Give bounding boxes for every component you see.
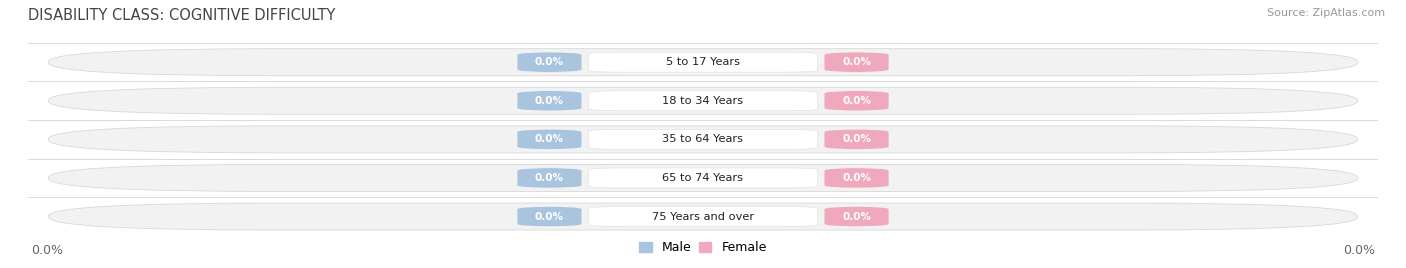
FancyBboxPatch shape (48, 49, 1358, 76)
FancyBboxPatch shape (824, 207, 889, 226)
FancyBboxPatch shape (824, 129, 889, 149)
Text: 0.0%: 0.0% (534, 57, 564, 67)
FancyBboxPatch shape (517, 129, 582, 149)
Text: 0.0%: 0.0% (534, 134, 564, 144)
FancyBboxPatch shape (588, 168, 818, 188)
Text: DISABILITY CLASS: COGNITIVE DIFFICULTY: DISABILITY CLASS: COGNITIVE DIFFICULTY (28, 8, 336, 23)
FancyBboxPatch shape (824, 168, 889, 188)
Text: 5 to 17 Years: 5 to 17 Years (666, 57, 740, 67)
FancyBboxPatch shape (48, 203, 1358, 230)
FancyBboxPatch shape (588, 91, 818, 111)
FancyBboxPatch shape (48, 87, 1358, 114)
FancyBboxPatch shape (48, 165, 1358, 191)
Text: 35 to 64 Years: 35 to 64 Years (662, 134, 744, 144)
Text: 0.0%: 0.0% (842, 134, 872, 144)
FancyBboxPatch shape (517, 91, 582, 111)
Text: 0.0%: 0.0% (842, 57, 872, 67)
Text: 0.0%: 0.0% (534, 173, 564, 183)
Text: 0.0%: 0.0% (842, 173, 872, 183)
FancyBboxPatch shape (588, 129, 818, 149)
Text: 0.0%: 0.0% (842, 96, 872, 106)
Text: 18 to 34 Years: 18 to 34 Years (662, 96, 744, 106)
Text: 0.0%: 0.0% (534, 211, 564, 222)
FancyBboxPatch shape (824, 52, 889, 72)
Text: 0.0%: 0.0% (1343, 244, 1375, 257)
FancyBboxPatch shape (48, 126, 1358, 153)
FancyBboxPatch shape (517, 52, 582, 72)
Text: Source: ZipAtlas.com: Source: ZipAtlas.com (1267, 8, 1385, 18)
Text: 65 to 74 Years: 65 to 74 Years (662, 173, 744, 183)
Text: 0.0%: 0.0% (31, 244, 63, 257)
Legend: Male, Female: Male, Female (634, 236, 772, 259)
Text: 0.0%: 0.0% (842, 211, 872, 222)
Text: 75 Years and over: 75 Years and over (652, 211, 754, 222)
FancyBboxPatch shape (517, 207, 582, 226)
FancyBboxPatch shape (588, 52, 818, 72)
FancyBboxPatch shape (517, 168, 582, 188)
Text: 0.0%: 0.0% (534, 96, 564, 106)
FancyBboxPatch shape (588, 207, 818, 226)
FancyBboxPatch shape (824, 91, 889, 111)
